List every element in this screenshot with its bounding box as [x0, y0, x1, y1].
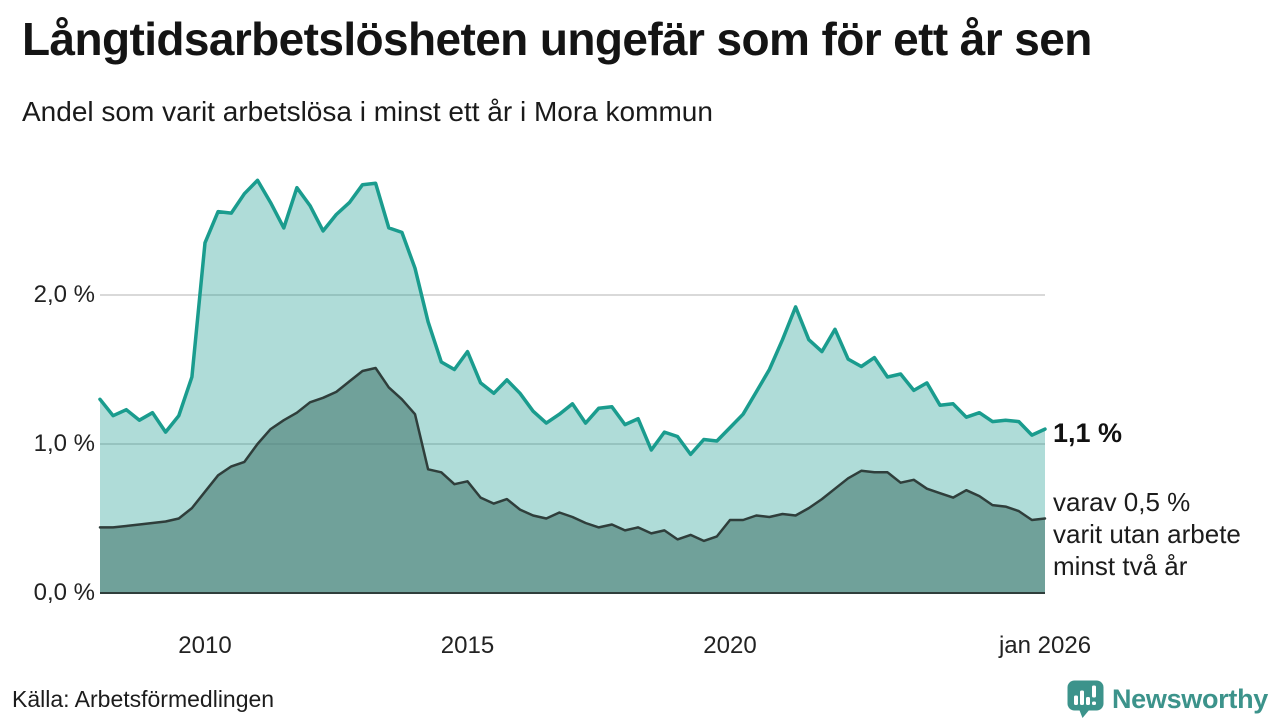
chart-subtitle: Andel som varit arbetslösa i minst ett å… — [22, 96, 713, 127]
subseries-annotation-line3: minst två år — [1053, 551, 1188, 581]
x-tick-label: 2015 — [440, 632, 495, 659]
area-series-2 — [100, 368, 1045, 593]
newsworthy-logo-icon — [1067, 680, 1104, 718]
newsworthy-wordmark: Newsworthy — [1111, 683, 1268, 714]
subseries-annotation-line1: varav 0,5 % — [1053, 487, 1191, 517]
subseries-annotation: varav 0,5 % varit utan arbete minst två … — [1053, 486, 1241, 582]
y-tick-label: 0,0 % — [33, 579, 95, 606]
subseries-annotation-line2: varit utan arbete — [1053, 519, 1241, 549]
x-tick-label: jan 2026 — [998, 632, 1092, 659]
x-tick-label: 2010 — [178, 632, 232, 659]
newsworthy-logo: Newsworthy — [1067, 680, 1268, 718]
y-tick-label: 2,0 % — [33, 281, 95, 308]
y-tick-label: 1,0 % — [33, 430, 95, 457]
line-series-2 — [98, 366, 1047, 543]
line-series-1 — [98, 178, 1047, 457]
latest-value-label: 1,1 % — [1053, 418, 1123, 448]
x-tick-label: 2020 — [703, 632, 757, 659]
page-title: Långtidsarbetslösheten ungefär som för e… — [22, 13, 1092, 65]
source-attribution: Källa: Arbetsförmedlingen — [12, 686, 275, 712]
